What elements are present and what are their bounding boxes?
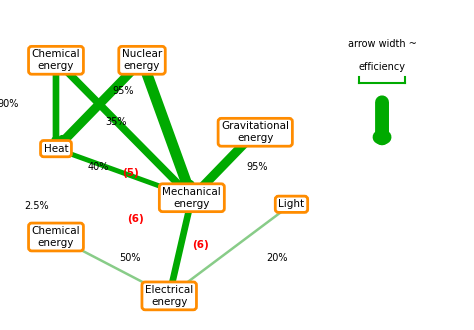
Text: 50%: 50%	[119, 253, 141, 263]
Text: Chemical
energy: Chemical energy	[32, 226, 80, 248]
Text: Electrical
energy: Electrical energy	[145, 285, 193, 307]
Text: Light: Light	[278, 199, 304, 209]
Text: Heat: Heat	[44, 144, 68, 154]
Text: efficiency: efficiency	[358, 62, 406, 72]
Text: 40%: 40%	[88, 162, 109, 172]
Text: (5): (5)	[122, 168, 139, 178]
Text: 2.5%: 2.5%	[24, 201, 49, 211]
Text: 95%: 95%	[246, 162, 268, 172]
Text: 90%: 90%	[0, 99, 18, 110]
Text: Gravitational
energy: Gravitational energy	[221, 121, 289, 143]
Text: Nuclear
energy: Nuclear energy	[122, 50, 162, 71]
Text: 20%: 20%	[266, 253, 288, 263]
Text: arrow width ~: arrow width ~	[347, 39, 417, 49]
Text: 35%: 35%	[106, 117, 128, 127]
Text: 95%: 95%	[113, 86, 134, 96]
Text: (6): (6)	[127, 214, 144, 224]
Text: Mechanical
energy: Mechanical energy	[163, 187, 221, 209]
Text: Chemical
energy: Chemical energy	[32, 50, 80, 71]
Text: (6): (6)	[192, 240, 210, 250]
